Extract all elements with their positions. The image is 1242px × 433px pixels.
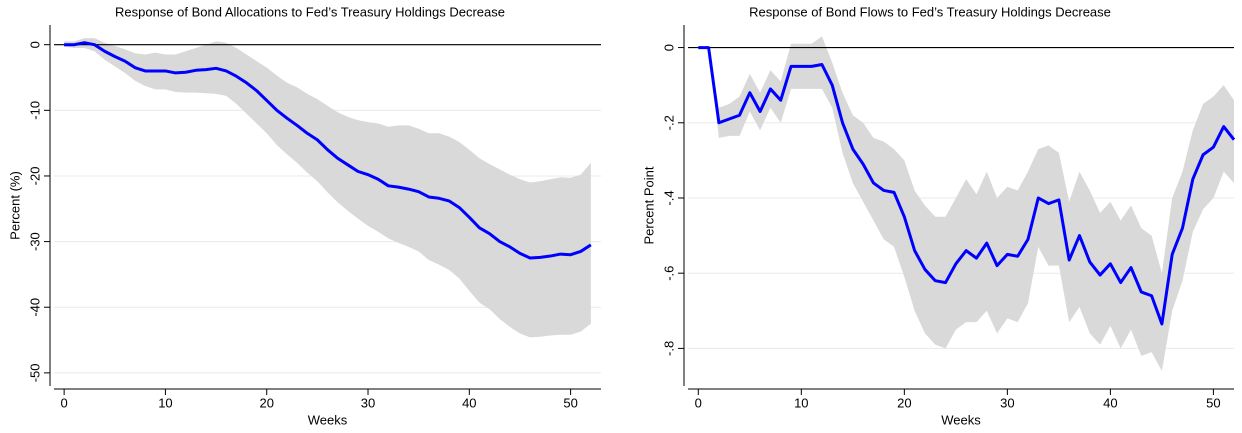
x-tick-label: 30	[1000, 395, 1014, 410]
y-axis-label: Percent Point	[641, 166, 656, 244]
y-tick-label: -10	[27, 101, 42, 120]
x-tick-label: 10	[794, 395, 808, 410]
x-tick-label: 20	[897, 395, 911, 410]
x-tick-label: 50	[563, 395, 577, 410]
y-axis-label: Percent (%)	[7, 171, 22, 240]
estimate-line	[64, 41, 592, 260]
chart-title: Response of Bond Allocations to Fed’s Tr…	[115, 4, 505, 19]
x-tick-label: 40	[1103, 395, 1117, 410]
confidence-band	[64, 38, 591, 338]
panel: Response of Bond Allocations to Fed’s Tr…	[7, 4, 601, 427]
x-tick-label: 30	[361, 395, 375, 410]
y-tick-label: 0	[661, 44, 676, 51]
x-tick-label: 40	[462, 395, 476, 410]
x-tick-label: 0	[695, 395, 702, 410]
y-tick-label: -.6	[661, 266, 676, 281]
y-tick-label: -.4	[661, 190, 676, 205]
x-tick-label: 0	[61, 395, 68, 410]
confidence-band	[698, 36, 1234, 371]
estimate-line	[698, 46, 1236, 326]
y-tick-label: -20	[27, 167, 42, 186]
y-tick-label: -.8	[661, 341, 676, 356]
y-tick-label: -.2	[661, 115, 676, 130]
y-tick-label: -50	[27, 363, 42, 382]
x-axis-label: Weeks	[308, 412, 348, 427]
y-tick-label: 0	[27, 41, 42, 48]
x-tick-label: 20	[259, 395, 273, 410]
panel: Response of Bond Flows to Fed’s Treasury…	[641, 4, 1236, 427]
x-axis-label: Weeks	[941, 412, 981, 427]
x-tick-label: 10	[158, 395, 172, 410]
y-tick-label: -40	[27, 298, 42, 317]
chart-title: Response of Bond Flows to Fed’s Treasury…	[749, 4, 1111, 19]
x-tick-label: 50	[1206, 395, 1220, 410]
y-tick-label: -30	[27, 232, 42, 251]
